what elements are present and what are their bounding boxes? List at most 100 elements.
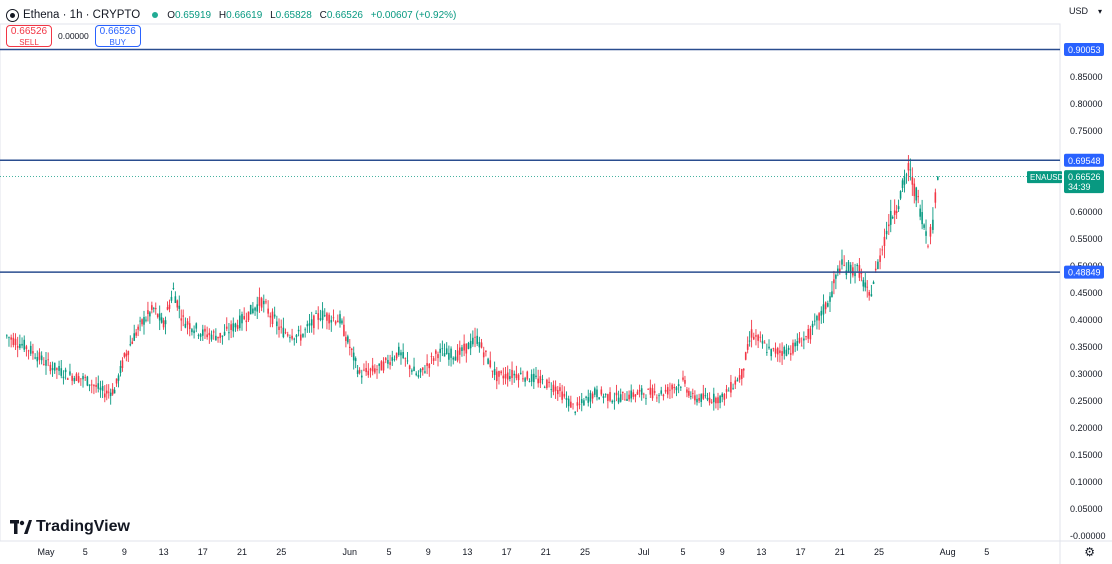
candle-body — [160, 317, 163, 323]
symbol-title[interactable]: Ethena · 1h · CRYPTO — [23, 9, 141, 21]
candle-body — [741, 369, 743, 379]
candle-body — [166, 307, 169, 310]
candle-body — [389, 362, 391, 365]
ethena-logo-icon — [6, 8, 19, 22]
candle-body — [660, 390, 663, 394]
candle-body — [428, 363, 431, 369]
candle-body — [897, 206, 900, 210]
candle-body — [421, 367, 424, 371]
candle-body — [818, 313, 820, 321]
candle-body — [607, 394, 609, 401]
candle-body — [133, 333, 135, 341]
candle-body — [717, 397, 719, 404]
candle-body — [393, 358, 396, 360]
candle-body — [36, 356, 39, 362]
candle-body — [511, 369, 513, 378]
candle-body — [71, 375, 73, 381]
candle-body — [452, 357, 455, 360]
candle-body — [371, 365, 374, 372]
buy-button[interactable]: 0.66526 BUY — [94, 25, 141, 47]
candle-body — [847, 261, 850, 272]
candle-body — [841, 259, 843, 265]
candle-body — [624, 399, 626, 401]
candle-body — [734, 380, 737, 385]
candle-body — [664, 389, 667, 392]
countdown-label: 34:39 — [1068, 182, 1091, 192]
y-tick-label: 0.45000 — [1070, 288, 1103, 298]
candle-body — [552, 384, 555, 392]
candle-body — [465, 343, 468, 354]
sell-button[interactable]: 0.66526 SELL — [6, 25, 52, 47]
candle-body — [790, 353, 792, 355]
candle-body — [111, 388, 114, 395]
candle-body — [19, 344, 21, 348]
candle-body — [609, 392, 611, 401]
candle-body — [254, 307, 256, 311]
change-value: +0.00607 (+0.92%) — [370, 9, 457, 21]
candle-body — [556, 390, 559, 395]
tradingview-logo[interactable]: TradingView — [10, 518, 130, 536]
candle-body — [66, 378, 69, 380]
candle-body — [533, 373, 535, 383]
candle-body — [123, 353, 126, 357]
candle-body — [772, 348, 775, 349]
gear-icon[interactable]: ⚙ — [1084, 545, 1095, 559]
candle-body — [113, 389, 116, 394]
candle-body — [225, 326, 228, 329]
level-price-badge — [1064, 43, 1104, 57]
candle-body — [934, 192, 937, 203]
ohlc-readout: O0.65919 H0.66619 L0.65828 C0.66526 +0.0… — [167, 9, 457, 21]
candle-body — [367, 370, 370, 376]
plot-area — [0, 23, 1061, 542]
candle-body — [911, 177, 914, 185]
candle-body — [474, 336, 476, 338]
trade-panel: 0.66526 SELL 0.00000 0.66526 BUY — [6, 25, 141, 47]
candle-body — [783, 346, 786, 354]
candle-body — [174, 296, 177, 303]
candle-body — [430, 356, 433, 357]
candle-body — [249, 304, 252, 315]
candle-body — [105, 390, 108, 394]
candle-body — [517, 374, 520, 381]
candle-body — [690, 396, 692, 397]
candle-body — [519, 372, 522, 375]
candle-body — [822, 304, 825, 315]
candle-body — [715, 397, 717, 404]
candle-body — [347, 336, 349, 343]
candle-body — [199, 334, 202, 337]
candle-body — [445, 348, 448, 355]
candle-body — [759, 336, 762, 338]
candle-body — [437, 354, 439, 359]
level-price-badge — [1064, 265, 1104, 279]
candle-body — [125, 353, 128, 357]
candle-body — [236, 325, 239, 329]
candle-body — [232, 323, 235, 332]
candle-body — [500, 371, 502, 374]
candle-body — [463, 343, 465, 351]
candle-body — [748, 340, 751, 342]
candle-body — [32, 351, 34, 354]
candle-body — [860, 273, 863, 274]
candle-body — [402, 352, 404, 358]
candle-body — [135, 332, 137, 336]
candle-body — [478, 342, 481, 348]
candle-body — [708, 397, 711, 403]
candle-body — [210, 334, 213, 340]
x-tick-label: 5 — [83, 547, 88, 557]
candle-body — [530, 374, 533, 382]
currency-selector[interactable]: USD ▾ — [1069, 6, 1102, 16]
candle-body — [363, 369, 365, 371]
low-value: 0.65828 — [275, 9, 312, 21]
candle-body — [252, 308, 254, 314]
chevron-down-icon: ▾ — [1097, 6, 1102, 16]
candle-body — [443, 353, 446, 357]
candle-body — [376, 369, 378, 371]
candle-body — [600, 389, 603, 395]
candle-body — [156, 314, 159, 318]
candle-body — [454, 356, 457, 361]
candle-body — [230, 324, 232, 331]
candle-body — [145, 319, 147, 321]
candle-body — [574, 411, 576, 414]
x-tick-label: 25 — [874, 547, 884, 557]
